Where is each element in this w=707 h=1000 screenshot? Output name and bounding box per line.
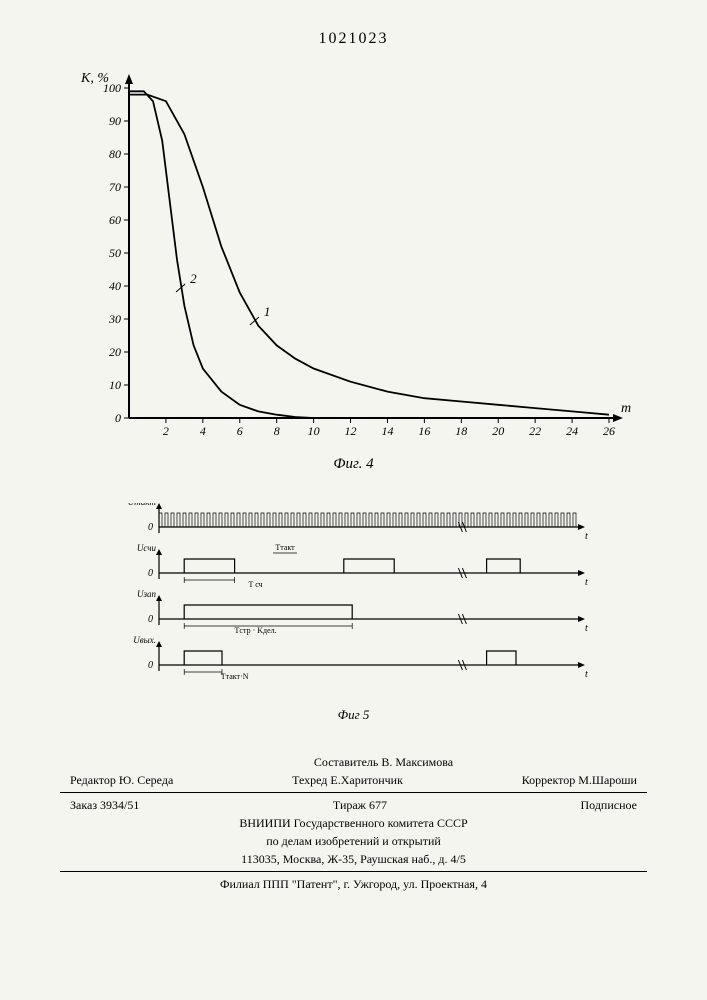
fig5-timing: Uтакт 0 t Uсчи 0 t T сч Tтакт Uзап 0 t Tстр · Kдел.… [114,503,594,703]
footer-branch: Филиал ППП "Патент", г. Ужгород, ул. Про… [60,875,647,893]
svg-text:1: 1 [263,304,270,319]
svg-text:t: t [585,623,588,634]
svg-text:Tтакт: Tтакт [275,543,295,552]
svg-text:14: 14 [381,424,393,438]
svg-text:4: 4 [199,424,205,438]
svg-text:20: 20 [109,345,121,359]
footer-tirage: Тираж 677 [333,796,387,814]
svg-text:80: 80 [109,147,121,161]
svg-text:24: 24 [566,424,578,438]
svg-text:20: 20 [492,424,504,438]
svg-text:10: 10 [109,378,121,392]
svg-text:0: 0 [148,660,153,671]
svg-text:18: 18 [455,424,467,438]
footer-order: Заказ 3934/51 [70,796,139,814]
svg-text:Uтакт: Uтакт [127,503,156,507]
svg-text:0: 0 [148,568,153,579]
footer-author: Составитель В. Максимова [60,753,647,771]
footer-editor: Редактор Ю. Середа [70,771,173,789]
footer-address: 113035, Москва, Ж-35, Раушская наб., д. … [60,850,647,868]
svg-text:12: 12 [344,424,356,438]
svg-text:6: 6 [236,424,242,438]
svg-text:60: 60 [109,213,121,227]
svg-text:0: 0 [115,411,121,425]
svg-text:22: 22 [529,424,541,438]
svg-text:0: 0 [148,614,153,625]
svg-text:16: 16 [418,424,430,438]
footer-tech: Техред Е.Харитончик [292,771,403,789]
svg-text:Uвых.: Uвых. [133,635,156,645]
svg-text:t: t [585,531,588,542]
svg-text:m: m [621,401,631,416]
svg-text:8: 8 [273,424,279,438]
svg-text:Uсчи: Uсчи [136,543,156,553]
fig4-caption: Фиг. 4 [60,456,647,473]
svg-text:Tтакт·N: Tтакт·N [220,672,248,681]
svg-text:70: 70 [109,180,121,194]
footer-block: Составитель В. Максимова Редактор Ю. Сер… [60,753,647,893]
footer-divider [60,792,647,793]
fig4-chart: 0102030405060708090100246810121416182022… [74,68,634,448]
svg-text:90: 90 [109,114,121,128]
document-number: 1021023 [60,30,647,48]
footer-divider2 [60,871,647,872]
footer-corrector: Корректор М.Шароши [522,771,637,789]
svg-text:K, %: K, % [80,71,109,86]
svg-text:2: 2 [190,271,197,286]
footer-subscription: Подписное [581,796,638,814]
svg-text:40: 40 [109,279,121,293]
svg-text:t: t [585,577,588,588]
footer-org1: ВНИИПИ Государственного комитета СССР [60,814,647,832]
svg-text:0: 0 [148,522,153,533]
footer-org2: по делам изобретений и открытий [60,832,647,850]
fig5-caption: Фиг 5 [60,707,647,723]
svg-text:10: 10 [307,424,319,438]
svg-text:2: 2 [162,424,168,438]
svg-text:26: 26 [603,424,615,438]
svg-text:t: t [585,669,588,680]
svg-text:Uзап: Uзап [136,589,156,599]
svg-text:Tстр · Kдел.: Tстр · Kдел. [234,626,276,635]
svg-text:T сч: T сч [248,580,262,589]
svg-text:30: 30 [108,312,121,326]
svg-text:50: 50 [109,246,121,260]
